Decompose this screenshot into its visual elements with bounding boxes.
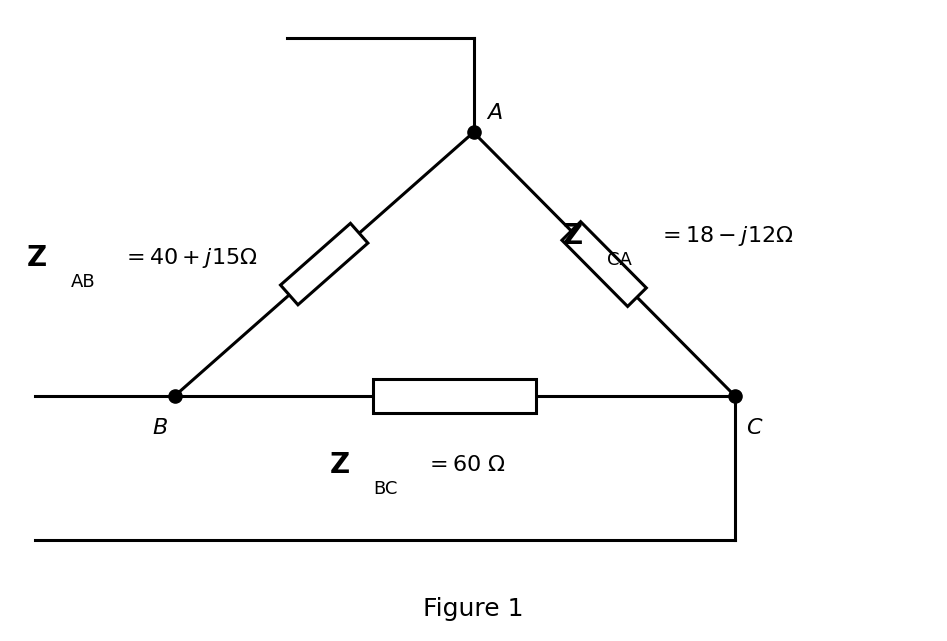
Text: AB: AB bbox=[70, 272, 95, 290]
Polygon shape bbox=[373, 378, 537, 413]
Text: $= 40+j15\Omega$: $= 40+j15\Omega$ bbox=[122, 246, 258, 270]
Text: BC: BC bbox=[374, 479, 398, 497]
Point bbox=[168, 390, 183, 401]
Text: $= 18-j12\Omega$: $= 18-j12\Omega$ bbox=[658, 224, 794, 248]
Text: $B$: $B$ bbox=[152, 418, 168, 438]
Text: Figure 1: Figure 1 bbox=[423, 597, 524, 621]
Text: $= 60\ \Omega$: $= 60\ \Omega$ bbox=[425, 454, 506, 475]
Text: $\mathbf{Z}$: $\mathbf{Z}$ bbox=[329, 451, 349, 479]
Text: $\mathbf{Z}$: $\mathbf{Z}$ bbox=[26, 244, 46, 272]
Polygon shape bbox=[562, 222, 647, 306]
Polygon shape bbox=[280, 223, 367, 304]
Text: $\mathbf{Z}$: $\mathbf{Z}$ bbox=[563, 222, 583, 250]
Text: $C$: $C$ bbox=[746, 418, 763, 438]
Point bbox=[727, 390, 742, 401]
Point bbox=[466, 128, 481, 138]
Text: CA: CA bbox=[607, 251, 632, 269]
Text: $A$: $A$ bbox=[486, 103, 503, 123]
